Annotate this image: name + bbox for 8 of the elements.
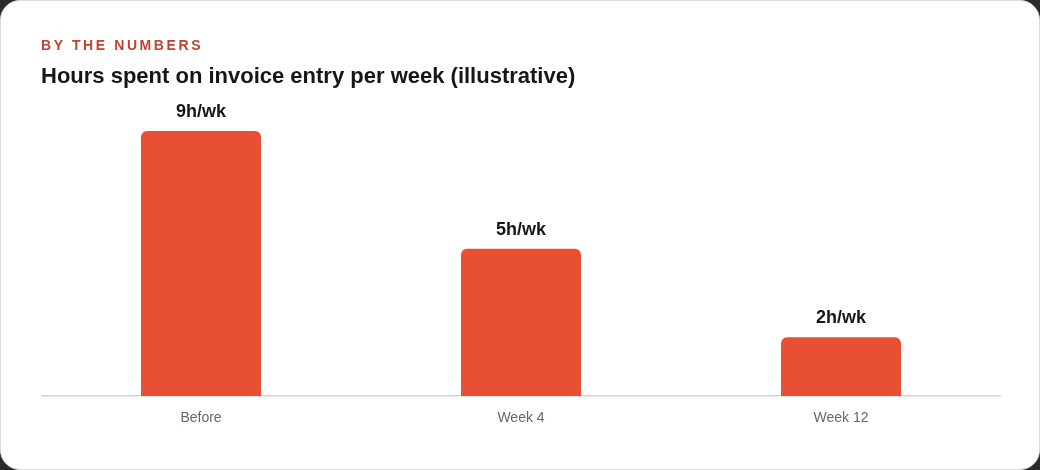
chart-title: Hours spent on invoice entry per week (illustrative) [41,63,576,89]
data-label: 5h/wk [495,218,547,239]
x-tick-label: Before [180,409,222,426]
x-tick-label: Week 12 [813,409,869,426]
chart-subtitle: BY THE NUMBERS [41,37,204,53]
x-tick-label: Week 4 [497,409,545,426]
data-label: 2h/wk [815,307,867,328]
data-label: 9h/wk [175,100,227,121]
